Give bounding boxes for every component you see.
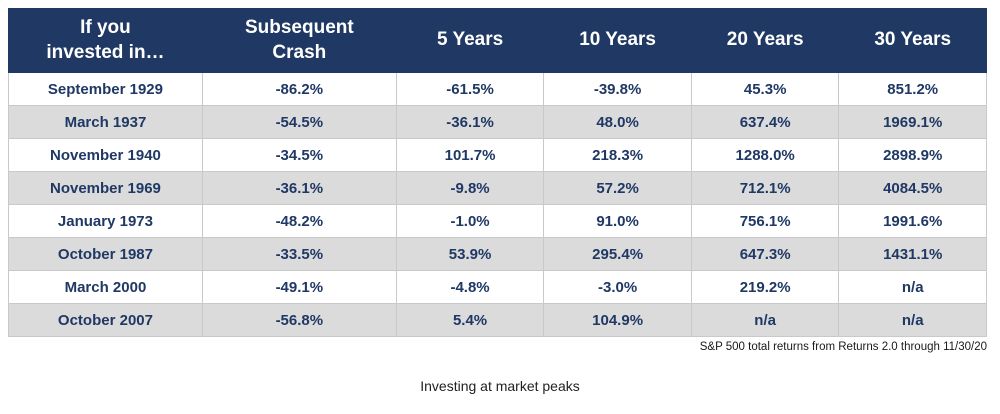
- value-cell: 219.2%: [690, 270, 840, 305]
- row-label-cell: March 1937: [8, 105, 203, 140]
- value-cell: -1.0%: [395, 204, 545, 239]
- table-row: November 1940 -34.5% 101.7% 218.3% 1288.0% 28…: [8, 138, 987, 173]
- table-row: January 1973 -48.2% -1.0% 91.0% 756.1% 1991.6…: [8, 204, 987, 239]
- column-header: 20 Years: [690, 7, 840, 74]
- value-cell: 1288.0%: [690, 138, 840, 173]
- value-cell: -61.5%: [395, 72, 545, 107]
- value-cell: -9.8%: [395, 171, 545, 206]
- value-cell: n/a: [838, 303, 987, 338]
- value-cell: -36.1%: [201, 171, 397, 206]
- header-row: If you invested in… Subsequent Crash 5 Yea…: [8, 7, 987, 74]
- row-label-cell: October 2007: [8, 303, 203, 338]
- value-cell: 712.1%: [690, 171, 840, 206]
- value-cell: 1991.6%: [838, 204, 987, 239]
- value-cell: 2898.9%: [838, 138, 987, 173]
- value-cell: -36.1%: [395, 105, 545, 140]
- value-cell: 45.3%: [690, 72, 840, 107]
- value-cell: -4.8%: [395, 270, 545, 305]
- value-cell: 53.9%: [395, 237, 545, 272]
- value-cell: 104.9%: [543, 303, 692, 338]
- value-cell: 295.4%: [543, 237, 692, 272]
- value-cell: n/a: [838, 270, 987, 305]
- value-cell: 647.3%: [690, 237, 840, 272]
- value-cell: 1431.1%: [838, 237, 987, 272]
- table-row: March 1937 -54.5% -36.1% 48.0% 637.4% 1969.1%: [8, 105, 987, 140]
- value-cell: -86.2%: [201, 72, 397, 107]
- table-row: September 1929 -86.2% -61.5% -39.8% 45.3% 851…: [8, 72, 987, 107]
- value-cell: 101.7%: [395, 138, 545, 173]
- value-cell: 48.0%: [543, 105, 692, 140]
- value-cell: 4084.5%: [838, 171, 987, 206]
- row-label-cell: October 1987: [8, 237, 203, 272]
- value-cell: -39.8%: [543, 72, 692, 107]
- value-cell: 851.2%: [838, 72, 987, 107]
- value-cell: 1969.1%: [838, 105, 987, 140]
- column-header: Subsequent Crash: [201, 7, 397, 74]
- source-footnote: S&P 500 total returns from Returns 2.0 t…: [699, 341, 987, 354]
- table-body: September 1929 -86.2% -61.5% -39.8% 45.3% 851…: [8, 72, 987, 338]
- row-label-cell: November 1969: [8, 171, 203, 206]
- column-header: If you invested in…: [8, 7, 203, 74]
- value-cell: -34.5%: [201, 138, 397, 173]
- table-row: October 1987 -33.5% 53.9% 295.4% 647.3% 1431.…: [8, 237, 987, 272]
- returns-table: If you invested in… Subsequent Crash 5 Yea…: [8, 7, 987, 338]
- column-header: 10 Years: [543, 7, 692, 74]
- value-cell: 756.1%: [690, 204, 840, 239]
- returns-table-container: If you invested in… Subsequent Crash 5 Yea…: [8, 7, 987, 354]
- value-cell: -49.1%: [201, 270, 397, 305]
- value-cell: 57.2%: [543, 171, 692, 206]
- chart-caption: Investing at market peaks: [420, 378, 580, 394]
- table-header: If you invested in… Subsequent Crash 5 Yea…: [8, 7, 987, 74]
- table-row: October 2007 -56.8% 5.4% 104.9% n/a n/a: [8, 303, 987, 338]
- row-label-cell: November 1940: [8, 138, 203, 173]
- table-row: November 1969 -36.1% -9.8% 57.2% 712.1% 4084.…: [8, 171, 987, 206]
- value-cell: n/a: [690, 303, 840, 338]
- value-cell: -33.5%: [201, 237, 397, 272]
- value-cell: 5.4%: [395, 303, 545, 338]
- column-header: 5 Years: [395, 7, 545, 74]
- value-cell: 637.4%: [690, 105, 840, 140]
- value-cell: -48.2%: [201, 204, 397, 239]
- value-cell: -54.5%: [201, 105, 397, 140]
- value-cell: 91.0%: [543, 204, 692, 239]
- value-cell: -3.0%: [543, 270, 692, 305]
- row-label-cell: January 1973: [8, 204, 203, 239]
- column-header: 30 Years: [838, 7, 987, 74]
- row-label-cell: September 1929: [8, 72, 203, 107]
- value-cell: 218.3%: [543, 138, 692, 173]
- table-row: March 2000 -49.1% -4.8% -3.0% 219.2% n/a: [8, 270, 987, 305]
- row-label-cell: March 2000: [8, 270, 203, 305]
- value-cell: -56.8%: [201, 303, 397, 338]
